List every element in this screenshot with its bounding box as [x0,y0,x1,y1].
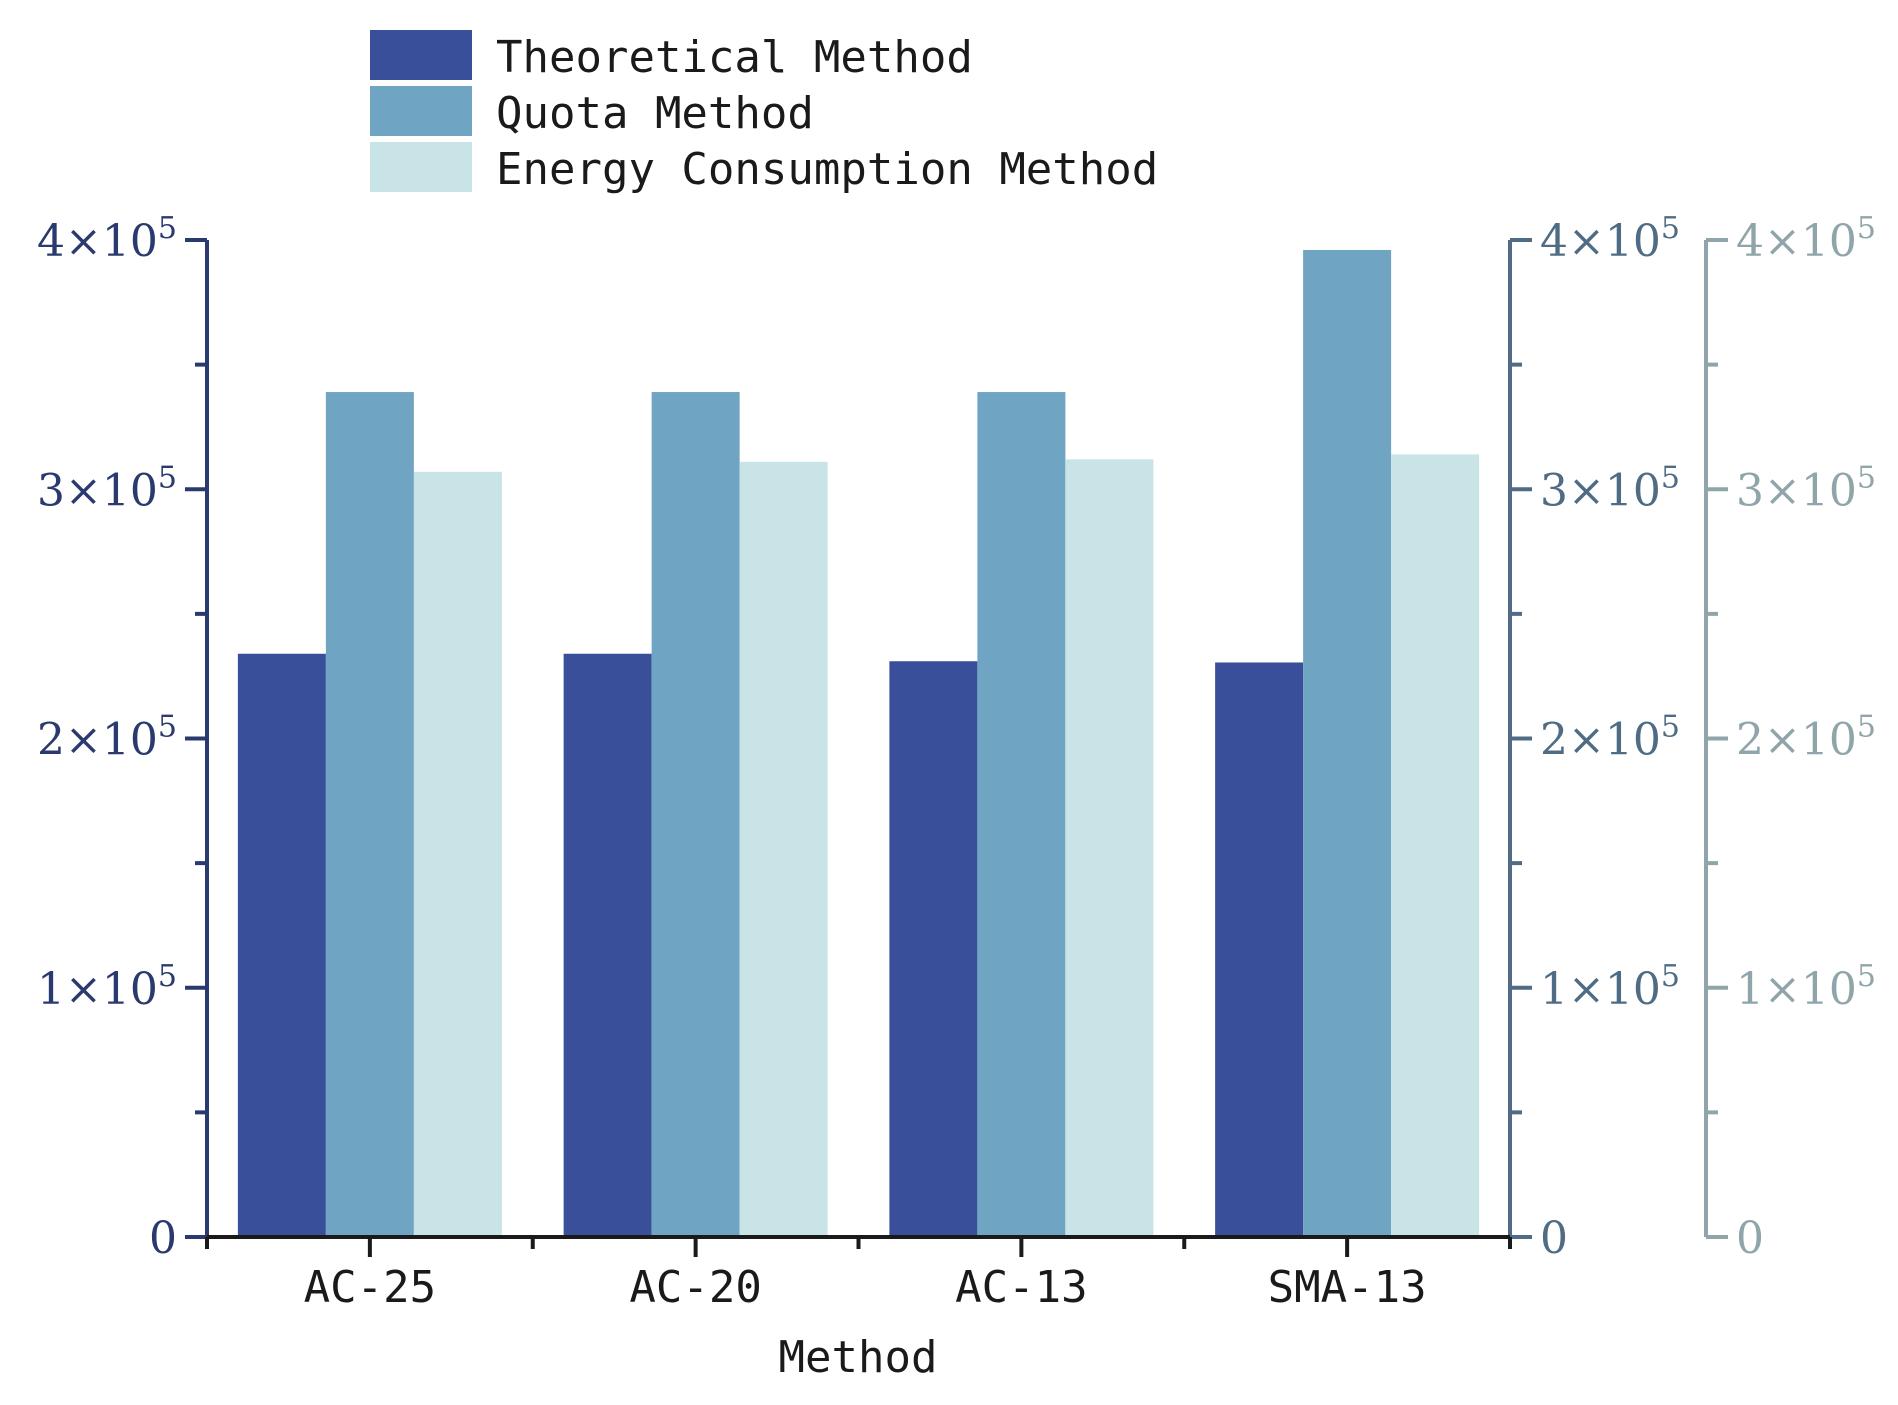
y-tick-label: 2×105 [37,710,177,766]
y-tick-label: 2×105 [1540,710,1680,766]
y-tick-label: 3×105 [1540,460,1680,516]
legend-label: Quota Method [496,88,814,139]
axes: AC-25 AC-20 AC-13 SMA-13 0 1×105 2×105 3×105 4×1… [37,211,1876,1313]
bar-ac-25-2 [413,471,502,1237]
bar-sma-13-0 [1215,662,1304,1237]
x-axis-title: Method [779,1332,938,1383]
bar-sma-13-2 [1391,454,1480,1238]
y-tick-label: 4×105 [1540,211,1680,267]
y-tick-label: 1×105 [37,959,177,1015]
y-tick-label: 1×105 [1736,959,1876,1015]
bar-ac-13-1 [977,392,1066,1238]
x-tick-label: AC-20 [629,1262,761,1313]
legend-label: Theoretical Method [496,32,973,83]
bar-ac-13-2 [1065,459,1154,1238]
bar-ac-20-0 [563,653,652,1237]
legend-swatch [370,30,472,80]
y-tick-label: 4×105 [1736,211,1876,267]
y-tick-label: 1×105 [1540,959,1680,1015]
legend-swatch [370,86,472,136]
y-tick-label: 0 [1540,1213,1568,1264]
bar-ac-25-0 [237,653,326,1237]
legend-label: Energy Consumption Method [496,144,1158,195]
legend-swatch [370,142,472,192]
bar-sma-13-1 [1303,249,1392,1238]
bar-ac-13-0 [889,661,978,1237]
y-tick-label: 2×105 [1736,710,1876,766]
bar-ac-20-2 [739,461,828,1237]
x-tick-label: AC-25 [304,1262,436,1313]
y-tick-label: 3×105 [1736,460,1876,516]
bar-ac-25-1 [325,392,414,1238]
bar-ac-20-1 [651,392,740,1238]
bars [237,249,1480,1238]
x-tick-label: SMA-13 [1268,1262,1427,1313]
y-tick-label: 3×105 [37,460,177,516]
x-tick-label: AC-13 [955,1262,1087,1313]
y-tick-label: 0 [149,1213,177,1264]
y-tick-label: 4×105 [37,211,177,267]
y-tick-label: 0 [1736,1213,1764,1264]
